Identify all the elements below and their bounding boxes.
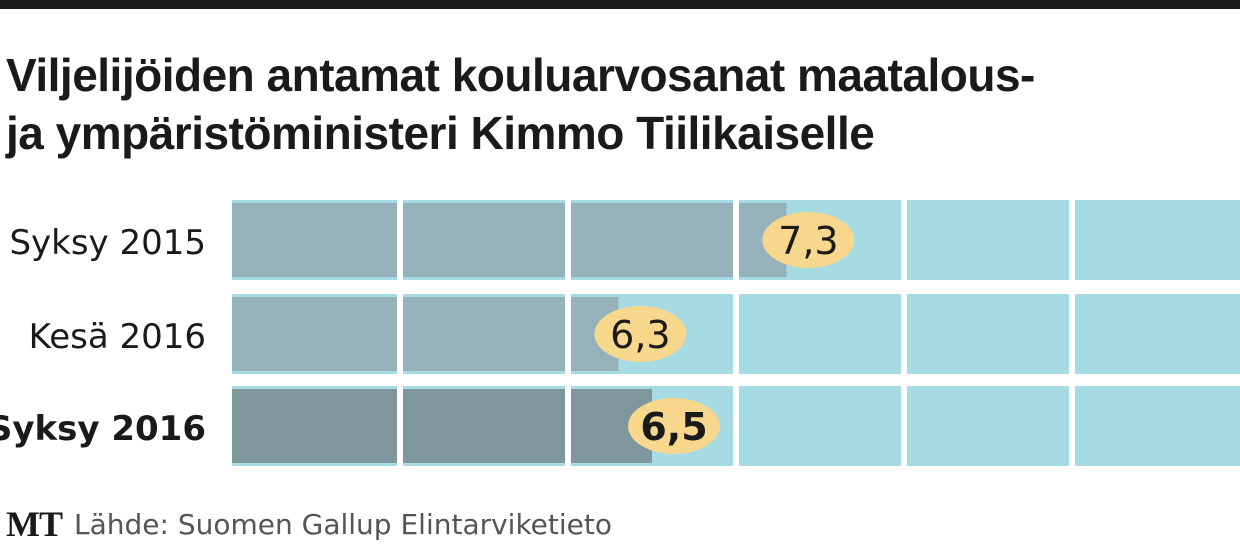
value-bubble [762, 212, 855, 268]
category-label: Syksy 2015 [9, 223, 206, 263]
value-bubble [594, 306, 687, 362]
bar [232, 203, 787, 277]
bar-chart: Syksy 2015 Kesä 2016 Syksy 2016 7,3 6,3 6,5 [0, 190, 1240, 480]
category-label: Syksy 2016 [0, 409, 206, 449]
chart-title: Viljelijöiden antamat kouluarvosanat maa… [6, 46, 1236, 162]
source-note: Lähde: Suomen Gallup Elintarviketieto [74, 507, 613, 541]
bar [232, 389, 652, 463]
value-bubble [628, 398, 720, 454]
chart-title-line-2: ja ympäristöministeri Kimmo Tiilikaisell… [6, 107, 875, 159]
bar [232, 297, 619, 371]
top-rule [0, 0, 1240, 9]
category-label: Kesä 2016 [29, 317, 206, 357]
value-label: 6,3 [610, 313, 670, 357]
value-label: 6,5 [640, 405, 707, 449]
footer: MT Lähde: Suomen Gallup Elintarviketieto [6, 502, 612, 546]
value-label: 7,3 [778, 219, 838, 263]
mt-logo: MT [6, 504, 63, 544]
chart-title-line-1: Viljelijöiden antamat kouluarvosanat maa… [6, 49, 1035, 101]
